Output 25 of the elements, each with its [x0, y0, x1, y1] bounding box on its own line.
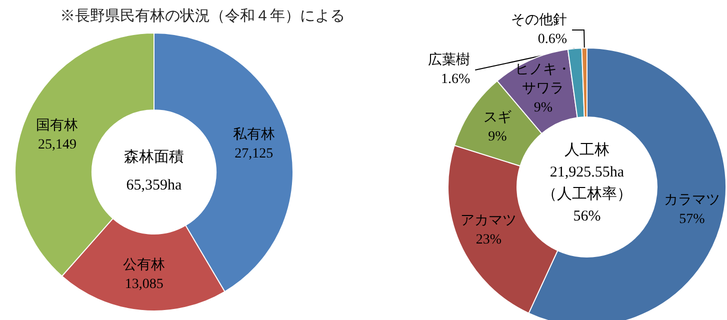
data-label: 1.6% — [440, 72, 470, 88]
text: （人工林率） — [542, 186, 632, 202]
data-label: 13,085 — [124, 277, 164, 292]
slice-label: スギ — [483, 110, 512, 126]
data-label: 25,149 — [38, 137, 76, 152]
text: 56% — [573, 208, 601, 224]
slice-label: カラマツ — [664, 193, 720, 208]
chart-title: ※長野県民有林の状況（令和４年）による — [60, 8, 345, 24]
text: 森林面積 — [124, 148, 184, 166]
slice-label: 私有林 — [232, 126, 275, 143]
slice-label: その他針 — [511, 12, 568, 28]
slice-label: 広葉樹 — [428, 52, 470, 68]
text: 人工林 — [564, 142, 610, 158]
data-label: 27,125 — [234, 146, 274, 162]
slice-label: アカマツ — [460, 214, 517, 229]
data-label: 0.6% — [538, 32, 568, 48]
slice-label: ヒノキ・サワラ — [515, 62, 572, 96]
data-label: 9% — [488, 130, 508, 145]
data-label: 57% — [679, 212, 706, 228]
data-label: 9% — [534, 100, 553, 116]
slice-label: 公有林 — [123, 257, 166, 274]
text: 65,359ha — [126, 178, 182, 194]
text: 21,925.55ha — [550, 164, 624, 180]
data-label: 23% — [476, 232, 502, 248]
slice-label: 国有林 — [36, 117, 78, 134]
